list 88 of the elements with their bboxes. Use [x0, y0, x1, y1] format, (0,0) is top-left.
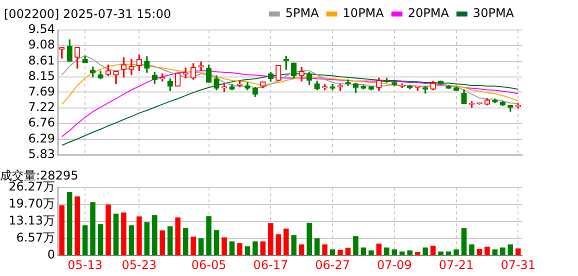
- bar: [121, 212, 126, 256]
- bar: [59, 205, 64, 256]
- y-tick-label: 19.70万: [8, 196, 55, 211]
- bar: [392, 249, 398, 256]
- bar: [74, 196, 80, 256]
- bar: [66, 192, 72, 256]
- bar: [182, 228, 188, 256]
- x-tick-label: 05-23: [122, 258, 157, 272]
- bar: [291, 235, 296, 256]
- candlestick: [128, 58, 134, 76]
- bar: [113, 214, 119, 256]
- y-tick-label: 5.83: [28, 146, 55, 161]
- bar: [368, 250, 374, 256]
- bar: [175, 217, 180, 256]
- bar: [345, 248, 351, 256]
- bar: [414, 252, 420, 256]
- y-tick-label: 8.15: [28, 68, 55, 83]
- bar: [376, 244, 382, 256]
- bar: [500, 248, 506, 256]
- y-tick-label: 7.22: [28, 100, 55, 114]
- bar: [82, 225, 88, 256]
- y-tick-label: 8.61: [28, 53, 55, 68]
- bar: [128, 225, 134, 256]
- bar: [516, 248, 521, 256]
- bar: [190, 236, 196, 256]
- chart-title: [002200] 2025-07-31 15:00: [4, 7, 172, 22]
- y-tick-label: 13.13万: [8, 214, 55, 228]
- bar: [407, 250, 412, 256]
- x-tick-label: 07-21: [438, 258, 474, 272]
- bar: [306, 222, 312, 256]
- bar: [106, 204, 111, 256]
- bar: [338, 250, 343, 256]
- bar: [298, 244, 304, 256]
- y-tick-label: 6.57万: [16, 230, 55, 245]
- bar: [446, 251, 452, 256]
- legend-label: 5PMA: [285, 6, 320, 20]
- bar: [461, 228, 467, 256]
- bar: [160, 230, 166, 256]
- bar: [492, 249, 498, 256]
- bar: [206, 216, 212, 256]
- bar: [438, 251, 444, 256]
- legend-label: 30PMA: [472, 6, 515, 20]
- chart-title: 成交量:28295: [0, 168, 78, 182]
- bar: [198, 238, 204, 256]
- bar: [222, 237, 227, 256]
- y-tick-label: 9.54: [28, 22, 55, 36]
- y-tick-label: 9.08: [28, 38, 55, 52]
- bar: [90, 202, 96, 256]
- bar: [422, 248, 428, 256]
- bar: [322, 244, 328, 256]
- y-tick-label: 6.76: [28, 116, 55, 130]
- bar: [136, 216, 142, 256]
- legend-label: 20PMA: [408, 6, 450, 20]
- bar: [508, 244, 514, 256]
- bar: [400, 251, 405, 256]
- bar: [430, 246, 436, 256]
- bar: [284, 228, 289, 256]
- x-tick-label: 07-31: [500, 258, 536, 272]
- x-tick-label: 06-27: [315, 258, 350, 272]
- bar: [214, 230, 220, 256]
- x-tick-label: 06-05: [191, 258, 226, 272]
- bar: [252, 241, 258, 256]
- bar: [360, 248, 366, 256]
- bar: [260, 241, 266, 256]
- bar: [454, 249, 459, 256]
- bar: [237, 243, 242, 256]
- x-tick-label: 06-17: [253, 258, 288, 272]
- bar: [384, 248, 390, 256]
- y-tick-label: 7.69: [28, 84, 55, 98]
- x-tick-label: 05-13: [68, 258, 103, 272]
- bar: [353, 236, 358, 256]
- bar: [168, 226, 173, 256]
- y-tick-label: 0: [47, 248, 55, 262]
- bar: [469, 244, 474, 256]
- bar: [314, 238, 320, 256]
- bar: [476, 248, 482, 256]
- bar: [144, 222, 150, 256]
- bar: [330, 249, 336, 256]
- bar: [268, 223, 274, 256]
- bar: [244, 246, 250, 256]
- bar: [229, 241, 235, 256]
- bar: [98, 224, 104, 256]
- bar: [276, 234, 282, 256]
- bar: [152, 215, 158, 256]
- bar: [484, 246, 490, 256]
- y-tick-label: 6.29: [28, 131, 55, 146]
- legend-label: 10PMA: [342, 6, 385, 20]
- x-tick-label: 07-09: [376, 258, 412, 272]
